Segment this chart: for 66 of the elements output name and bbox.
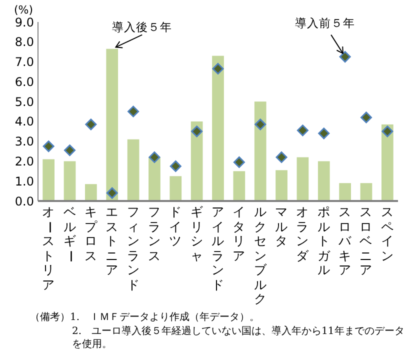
bar (381, 124, 394, 201)
y-tick-label: 3.0 (14, 134, 34, 149)
point (318, 128, 330, 140)
x-tick-label: ポルトガル (316, 204, 332, 278)
y-tick-label: 9.0 (14, 15, 34, 30)
y-tick-label: 8.0 (14, 35, 34, 50)
bar (296, 157, 309, 201)
bar (318, 161, 330, 201)
point (170, 160, 182, 172)
x-tick-label: ベルギー (62, 204, 78, 264)
x-tick-label: スロベニア (358, 204, 374, 278)
x-tick-label: スペイン (380, 204, 395, 263)
x-tick-label: ドイツ (168, 204, 184, 248)
point (148, 151, 160, 163)
x-tick-label: フランス (146, 204, 162, 263)
bar (276, 170, 288, 201)
bar (64, 161, 76, 201)
point (106, 187, 118, 199)
bar (42, 159, 55, 201)
y-tick-label: 0.0 (14, 194, 34, 208)
point (64, 144, 76, 156)
bar (85, 184, 97, 201)
text: （備考）1. ＩＭＦデータより作成（年データ）。 (30, 311, 261, 324)
y-tick-label: 5.0 (14, 94, 34, 109)
bar (190, 121, 203, 201)
y-tick-label: 4.0 (14, 114, 34, 129)
point (339, 51, 351, 63)
point (191, 126, 203, 138)
x-tick-label: キプロス (83, 204, 98, 263)
y-axis-title: (%) (14, 4, 34, 16)
x-tick-label: フィンランド (126, 204, 141, 292)
point (42, 140, 54, 152)
text: 2. ユーロ導入後５年経過していない国は、導入年から11年までのデータを使用。 (72, 325, 406, 351)
x-tick-label: ギリシャ (189, 204, 204, 263)
bar (170, 176, 182, 201)
bar (360, 183, 372, 201)
point (212, 62, 224, 74)
bar (339, 183, 351, 201)
y-tick-label: 6.0 (14, 74, 34, 89)
annotation: 導入後５年 (112, 20, 172, 34)
bar (254, 102, 266, 201)
point (296, 124, 308, 136)
x-tick-label: マルタ (274, 204, 290, 248)
point (233, 156, 245, 168)
x-tick-label: イタリア (232, 204, 247, 263)
bar (233, 171, 246, 201)
bar (106, 48, 118, 201)
point (360, 112, 372, 124)
annotation: 導入前５年 (295, 16, 356, 30)
x-tick-label: オランダ (295, 204, 310, 263)
point (382, 126, 394, 138)
x-tick-label: アイルランド (210, 204, 226, 292)
y-tick-label: 1.0 (14, 174, 34, 188)
point (276, 151, 288, 163)
x-tick-label: スロバキア (338, 204, 353, 278)
x-tick-label: エストニア (104, 204, 120, 278)
bar (148, 157, 160, 201)
x-tick-label: ルクセンブルク (252, 204, 268, 306)
y-tick-label: 2.0 (14, 154, 34, 169)
y-tick-label: 7.0 (14, 55, 34, 70)
bar (212, 56, 224, 201)
point (85, 118, 97, 130)
bar (127, 139, 140, 201)
x-tick-label: オーストリア (40, 204, 57, 292)
point (128, 106, 140, 118)
point (254, 118, 266, 130)
